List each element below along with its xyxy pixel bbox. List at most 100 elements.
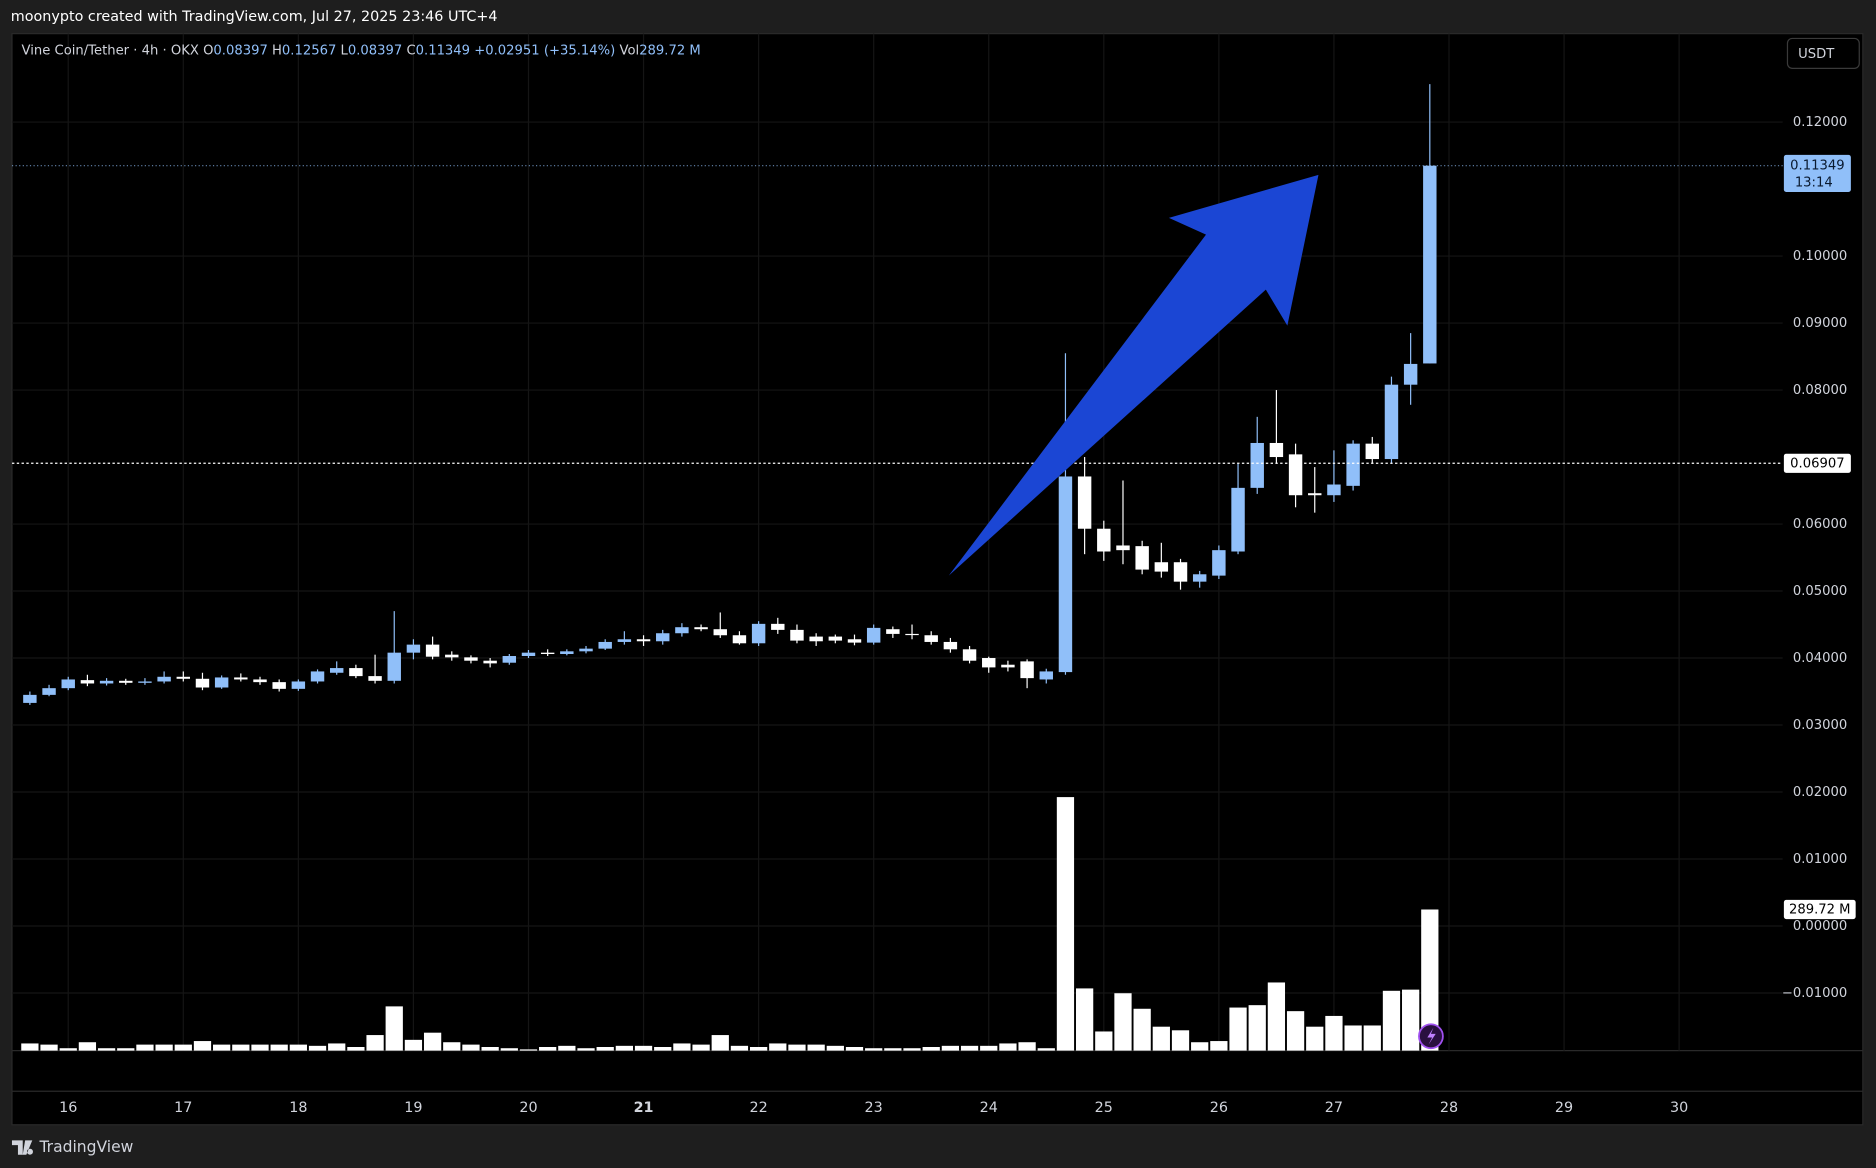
candle-body	[1212, 550, 1226, 576]
candle-body	[80, 680, 95, 684]
attribution: moonypto created with TradingView.com, J…	[11, 9, 498, 25]
volume-bar	[730, 1045, 749, 1051]
volume-bar	[289, 1044, 307, 1051]
chart-area	[11, 33, 1864, 1126]
y-tick-label: 0.06000	[1793, 517, 1847, 532]
volume-bar	[634, 1045, 653, 1051]
volume-bar	[884, 1048, 902, 1051]
candle-body	[176, 676, 191, 679]
volume-bar	[1267, 982, 1286, 1051]
candle-body	[560, 651, 574, 655]
volume-bar	[155, 1044, 173, 1051]
volume-bar	[328, 1043, 346, 1051]
y-tick-label: 0.04000	[1793, 651, 1847, 666]
candle-body	[138, 681, 152, 683]
x-tick-label: 17	[174, 1100, 192, 1116]
candle-body	[214, 677, 229, 688]
volume-bar	[1114, 993, 1132, 1051]
candle-body	[943, 641, 958, 650]
c-label: C	[406, 43, 415, 58]
volume-bar	[213, 1044, 231, 1051]
candle-body	[1154, 562, 1169, 572]
candle-body	[636, 639, 651, 642]
candle-body	[1269, 442, 1284, 458]
x-tick-label: 22	[749, 1100, 767, 1116]
y-tick-label: 0.05000	[1793, 584, 1847, 599]
countdown: 13:14	[1795, 175, 1833, 190]
c-value: 0.11349	[416, 43, 470, 58]
candle-body	[1020, 661, 1034, 679]
candle-body	[23, 694, 37, 703]
volume-bar	[1133, 1008, 1151, 1051]
candle-body	[521, 652, 536, 657]
volume-bar	[1075, 988, 1094, 1051]
candle-body	[962, 649, 977, 661]
volume-bar	[903, 1048, 921, 1051]
volume-bar	[251, 1044, 269, 1051]
candle-body	[1365, 443, 1379, 460]
volume-bar	[558, 1045, 576, 1051]
volume-bar	[577, 1048, 595, 1051]
volume-bar	[232, 1044, 250, 1051]
candle-body	[751, 623, 766, 644]
x-tick-label: 26	[1210, 1100, 1228, 1116]
candle-body	[253, 679, 267, 683]
volume-bar	[1421, 909, 1439, 1051]
volume-bar	[1402, 989, 1420, 1051]
volume-bar	[404, 1039, 423, 1051]
currency-button[interactable]	[1786, 37, 1860, 69]
volume-bar	[769, 1043, 787, 1051]
volume-bar	[845, 1047, 864, 1051]
volume-bar	[1095, 1031, 1113, 1051]
price-line-tag	[1783, 453, 1851, 473]
volume-bar	[1363, 1025, 1381, 1051]
volume-bar	[1306, 1026, 1324, 1051]
volume-bar	[999, 1043, 1017, 1051]
x-tick-label: 19	[404, 1100, 422, 1116]
volume-bar	[136, 1044, 154, 1051]
volume-bar	[519, 1049, 538, 1051]
candle-body	[42, 688, 56, 695]
candle-body	[675, 627, 689, 634]
candle-body	[119, 680, 133, 683]
candle-body	[540, 652, 555, 655]
volume-bar	[21, 1043, 39, 1051]
x-tick-label: 25	[1095, 1100, 1113, 1116]
candle-body	[982, 658, 996, 668]
volume-bar	[615, 1045, 633, 1051]
candle-body	[656, 633, 670, 642]
candle-body	[617, 639, 632, 642]
candle-body	[713, 629, 727, 636]
candle-body	[790, 629, 804, 641]
y-tick-label: 0.12000	[1793, 115, 1847, 130]
volume-bar	[922, 1047, 940, 1051]
candle-body	[1423, 165, 1437, 364]
volume-bar	[308, 1045, 327, 1051]
y-tick-label: 0.09000	[1793, 316, 1847, 331]
candle-body	[1288, 454, 1303, 496]
labels: 16 17 18 19 20 21 22 23 24 25 26 27 28 29 30 0.12000 0.1…	[59, 115, 1856, 1116]
y-tick-label: −0.01000	[1782, 986, 1847, 1001]
x-tick-label: 28	[1440, 1100, 1458, 1116]
volume-bar	[807, 1044, 825, 1051]
candle-body	[866, 627, 881, 643]
volume-bar	[654, 1047, 672, 1051]
volume-bar	[711, 1035, 729, 1051]
volume-bar	[1210, 1041, 1228, 1051]
volume-bar	[423, 1032, 442, 1051]
volume-bar	[40, 1044, 58, 1051]
y-tick-label: 0.00000	[1793, 919, 1847, 934]
volume-bar	[1248, 1005, 1266, 1051]
y-tick-label: 0.08000	[1793, 383, 1847, 398]
candle-body	[905, 633, 919, 636]
volume-bar	[366, 1035, 384, 1051]
candle-body	[1346, 443, 1360, 486]
candle-body	[1231, 487, 1245, 552]
candle-body	[329, 668, 344, 673]
volume-bar	[117, 1048, 135, 1051]
candle-body	[1077, 476, 1092, 529]
l-label: L	[341, 43, 349, 58]
candle-body	[1116, 545, 1130, 551]
volume-bar	[539, 1047, 557, 1051]
